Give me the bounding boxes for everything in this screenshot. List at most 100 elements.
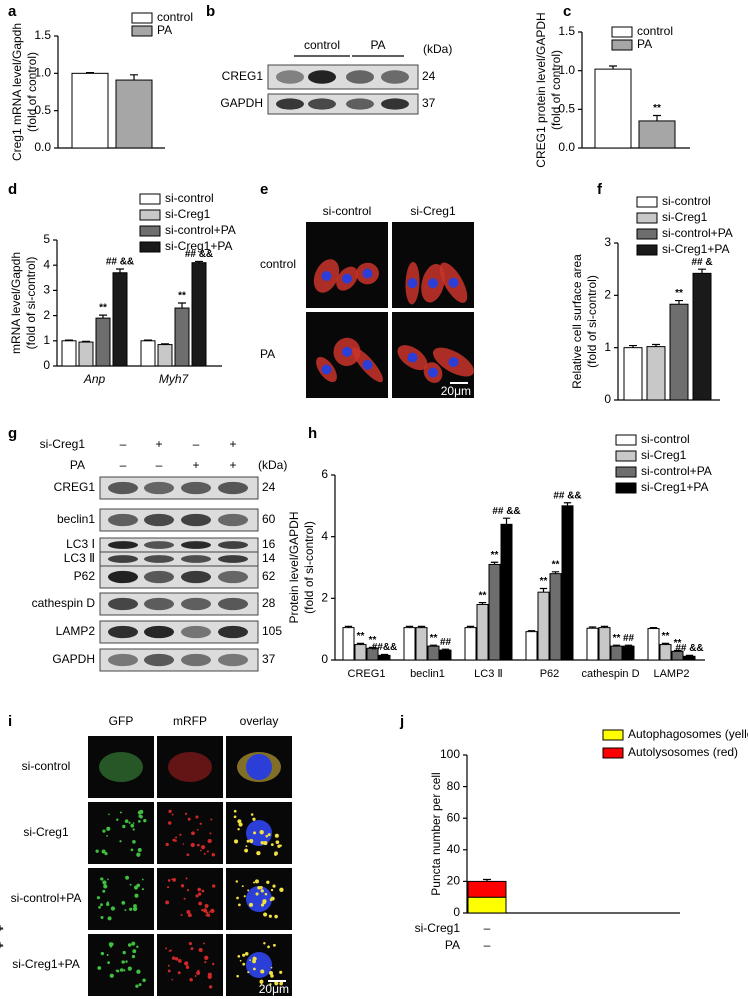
punctum <box>247 971 250 974</box>
punctum <box>130 823 135 828</box>
punctum <box>272 884 276 888</box>
blot-size-label: 105 <box>262 624 282 638</box>
punctum <box>274 853 277 856</box>
legend-label: Autolysosomes (red) <box>628 745 738 759</box>
y-tick-label: 40 <box>447 842 461 856</box>
punctum <box>167 969 171 973</box>
punctum <box>171 956 176 960</box>
panel-label: e <box>260 181 268 198</box>
punctum <box>100 877 104 881</box>
punctum <box>274 833 279 838</box>
punctum <box>180 913 183 917</box>
error-bar <box>661 642 670 645</box>
legend-label: si-control+PA <box>641 464 712 478</box>
punctum <box>262 900 267 905</box>
significance: ## <box>623 633 635 644</box>
punctum <box>134 907 138 911</box>
column-label: overlay <box>240 714 279 728</box>
punctum <box>107 961 111 965</box>
y-tick-label: 0.0 <box>34 140 51 154</box>
punctum <box>135 984 139 988</box>
punctum <box>119 840 122 843</box>
legend-swatch <box>611 39 633 51</box>
blot-band <box>218 653 248 667</box>
error-bar <box>600 625 609 628</box>
punctum <box>106 902 110 906</box>
error-bar <box>380 653 389 656</box>
panel-label: b <box>206 3 215 20</box>
error-bar <box>502 517 511 525</box>
punctum <box>249 959 251 961</box>
error-bar <box>649 627 658 629</box>
condition-mark: + <box>229 458 236 472</box>
punctum <box>201 889 205 893</box>
blot-band <box>276 70 304 84</box>
punctum <box>124 819 129 824</box>
punctum <box>119 968 124 972</box>
legend-label: si-control+PA <box>165 223 236 237</box>
error-bar <box>417 625 426 628</box>
punctum <box>106 826 111 831</box>
punctum <box>171 813 174 816</box>
legend-label: Autophagosomes (yellow) <box>628 727 748 741</box>
error-bar <box>161 343 169 345</box>
punctum <box>106 834 108 837</box>
punctum <box>195 815 199 819</box>
punctum <box>259 829 264 835</box>
condition-label: PA <box>70 458 85 472</box>
punctum <box>100 915 104 919</box>
punctum <box>211 853 215 857</box>
punctum <box>136 852 141 857</box>
bar <box>403 627 416 661</box>
punctum <box>129 883 132 886</box>
legend-swatch <box>615 466 637 478</box>
legend-label: si-Creg1+PA <box>641 480 708 494</box>
condition-mark: – <box>0 921 4 935</box>
blot-band <box>144 555 174 563</box>
bar <box>598 627 611 661</box>
punctum <box>265 834 269 838</box>
punctum <box>122 824 126 829</box>
punctum <box>197 887 201 892</box>
punctum <box>186 853 190 857</box>
punctum <box>238 903 241 907</box>
punctum <box>241 885 244 888</box>
punctum <box>253 831 257 835</box>
bar <box>174 307 190 367</box>
punctum <box>165 842 169 847</box>
bar <box>525 631 538 661</box>
punctum <box>272 943 276 947</box>
blot-band <box>218 481 248 495</box>
bar <box>71 72 109 149</box>
bar <box>342 627 355 661</box>
punctum <box>121 960 125 964</box>
blot-band <box>218 597 248 611</box>
punctum <box>237 819 242 824</box>
error-bar <box>130 74 138 81</box>
punctum <box>207 838 212 844</box>
nucleus <box>448 277 459 288</box>
significance: ##&& <box>372 642 398 653</box>
blot-size-label: 60 <box>262 512 276 526</box>
punctum <box>138 820 141 823</box>
row-label: si-control+PA <box>11 891 82 905</box>
x-tick-label: CREG1 <box>348 668 386 680</box>
punctum <box>131 941 136 946</box>
blot-band <box>144 653 174 667</box>
punctum <box>107 916 112 921</box>
punctum <box>129 907 133 911</box>
row-label: si-control <box>22 759 71 773</box>
column-label: mRFP <box>173 714 207 728</box>
blot-band <box>308 70 336 84</box>
condition-mark: + <box>0 921 4 935</box>
blot-band <box>181 513 211 527</box>
blot-band <box>218 555 248 563</box>
bar <box>140 340 156 367</box>
significance: ** <box>369 635 377 646</box>
punctum <box>243 895 246 898</box>
condition-mark: – <box>120 458 127 472</box>
punctum <box>132 828 135 831</box>
micrograph <box>157 802 223 864</box>
punctum <box>183 897 186 900</box>
bar <box>427 645 440 661</box>
